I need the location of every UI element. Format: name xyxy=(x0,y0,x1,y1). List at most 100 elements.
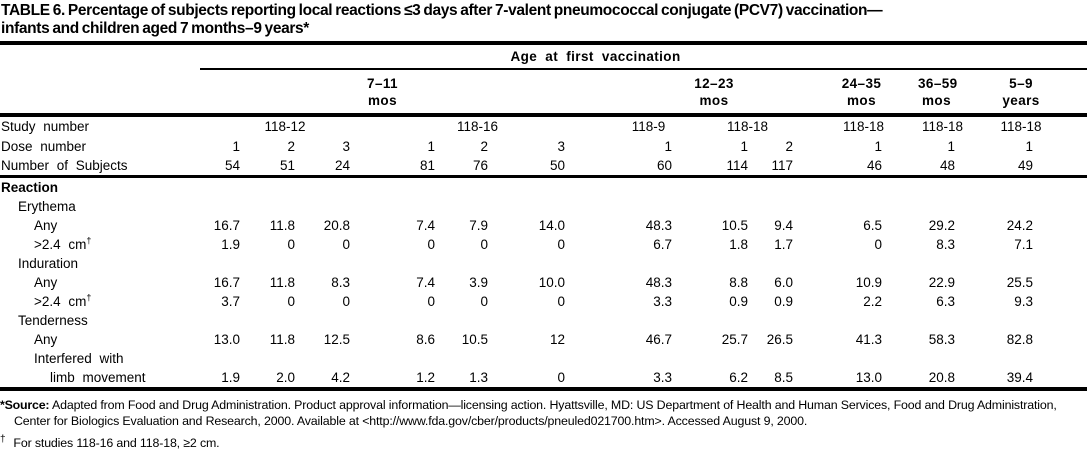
value-cell: 54 xyxy=(200,156,240,178)
value-cell: 12 xyxy=(549,332,565,347)
value-cell: 0 xyxy=(342,237,350,252)
row-label-cell: Study number xyxy=(1,119,90,134)
empty-corner-cell xyxy=(0,43,200,69)
value-cell: 25.5 xyxy=(1006,275,1033,290)
value-cell: 3 xyxy=(342,139,350,154)
value-cell: 51 xyxy=(240,156,295,178)
section-label-cell: Reaction xyxy=(1,180,59,195)
age-group-header-row: 7–11 mos 12–23 mos 24–35 mos 36–59 mos 5… xyxy=(0,69,1087,117)
row-label-cell: >2.4 cm† xyxy=(0,235,200,254)
value-cell: 0 xyxy=(427,237,435,252)
limb-movement-row: limb movement 1.9 2.0 4.2 1.2 1.3 0 3.3 6.2 8.5 1… xyxy=(0,368,1087,391)
row-label-cell: Interfered with xyxy=(34,351,124,366)
value-cell: 0 xyxy=(874,237,882,252)
value-cell: 12.5 xyxy=(323,332,350,347)
age-unit: mos xyxy=(699,92,729,108)
dagger-marker: † xyxy=(86,292,92,303)
value-cell: 8.5 xyxy=(748,368,793,391)
value-cell: 1 xyxy=(740,139,748,154)
dagger-marker: † xyxy=(86,235,92,246)
value-cell: 1 xyxy=(427,139,435,154)
erythema-group-row: Erythema xyxy=(0,197,1087,216)
value-cell: 1 xyxy=(1025,139,1033,154)
value-cell: 1.3 xyxy=(435,368,488,391)
value-cell: 9.3 xyxy=(1014,294,1033,309)
value-cell: 0 xyxy=(480,237,488,252)
value-cell: 13.0 xyxy=(793,368,882,391)
value-cell: 10.5 xyxy=(461,332,488,347)
source-footnote: *Source: Adapted from Food and Drug Admi… xyxy=(0,398,1087,429)
row-label-cell: >2.4 cm† xyxy=(0,292,200,311)
value-cell: 0 xyxy=(287,294,295,309)
value-cell: 1.9 xyxy=(200,368,240,391)
study-number-cell: 118-18 xyxy=(922,119,964,134)
value-cell: 22.9 xyxy=(928,275,955,290)
value-cell: 7.9 xyxy=(469,218,488,233)
spacer-cell xyxy=(1033,273,1087,292)
value-cell: 8.8 xyxy=(729,275,748,290)
induration-group-row: Induration xyxy=(0,254,1087,273)
study-number-cell: 118-16 xyxy=(456,119,499,134)
value-cell: 25.7 xyxy=(721,332,748,347)
value-cell: 0 xyxy=(480,294,488,309)
value-cell: 2 xyxy=(785,139,793,154)
value-cell: 7.4 xyxy=(416,218,435,233)
value-cell: 2 xyxy=(480,139,488,154)
table-title-line2: infants and children aged 7 months–9 yea… xyxy=(1,20,309,37)
age-unit: mos xyxy=(922,92,951,108)
pcv7-local-reactions-table: Age at first vaccination 7–11 mos 12–23 … xyxy=(0,41,1087,391)
induration-any-row: Any 16.7 11.8 8.3 7.4 3.9 10.0 48.3 8.8 6.0 10.9 2… xyxy=(0,273,1087,292)
value-cell: 0 xyxy=(557,237,565,252)
age-unit: years xyxy=(1002,92,1040,108)
value-cell: 14.0 xyxy=(538,218,565,233)
group-label-cell: Induration xyxy=(18,256,79,271)
value-cell: 16.7 xyxy=(213,275,240,290)
row-label-cell: Dose number xyxy=(1,139,87,154)
value-cell: 46 xyxy=(793,156,882,178)
age-range: 36–59 xyxy=(918,75,958,91)
source-footnote-text: Adapted from Food and Drug Administratio… xyxy=(14,398,1057,428)
value-cell: 8.3 xyxy=(936,237,955,252)
value-cell: 114 xyxy=(672,156,748,178)
value-cell: 3.9 xyxy=(469,275,488,290)
value-cell: 50 xyxy=(488,156,565,178)
row-label: >2.4 cm xyxy=(34,294,87,309)
value-cell: 48.3 xyxy=(645,275,672,290)
value-cell: 76 xyxy=(435,156,488,178)
value-cell: 82.8 xyxy=(1006,332,1033,347)
age-header-row: Age at first vaccination xyxy=(0,43,1087,70)
spacer-cell xyxy=(1033,156,1087,178)
source-footnote-label: *Source: xyxy=(0,398,50,412)
value-cell: 39.4 xyxy=(955,368,1033,391)
study-number-cell: 118-9 xyxy=(631,119,666,134)
row-label-cell: limb movement xyxy=(0,368,200,391)
spacer-cell xyxy=(1033,235,1087,254)
row-label-cell: Any xyxy=(34,275,58,290)
value-cell: 10.5 xyxy=(721,218,748,233)
value-cell: 1.2 xyxy=(350,368,435,391)
age-unit: mos xyxy=(847,92,876,108)
value-cell: 20.8 xyxy=(323,218,350,233)
col-group-24-35-mos: 24–35 mos xyxy=(793,69,882,117)
value-cell: 1 xyxy=(232,139,240,154)
value-cell: 6.5 xyxy=(863,218,882,233)
col-group-7-11-mos: 7–11 mos xyxy=(200,69,565,117)
spacer-cell xyxy=(1033,136,1087,156)
value-cell: 8.3 xyxy=(331,275,350,290)
study-number-cell: 118-18 xyxy=(1000,119,1042,134)
value-cell: 60 xyxy=(565,156,672,178)
number-of-subjects-row: Number of Subjects 54 51 24 81 76 50 60 114 117 4… xyxy=(0,156,1087,178)
value-cell: 6.7 xyxy=(653,237,672,252)
value-cell: 9.4 xyxy=(774,218,793,233)
value-cell: 6.0 xyxy=(774,275,793,290)
row-label-cell: Any xyxy=(34,218,58,233)
row-label: >2.4 cm xyxy=(34,237,87,252)
value-cell: 24.2 xyxy=(1006,218,1033,233)
table-title: TABLE 6. Percentage of subjects reportin… xyxy=(0,0,1087,41)
tenderness-any-row: Any 13.0 11.8 12.5 8.6 10.5 12 46.7 25.7 26.5 41.… xyxy=(0,330,1087,349)
value-cell: 29.2 xyxy=(928,218,955,233)
value-cell: 7.4 xyxy=(416,275,435,290)
col-group-36-59-mos: 36–59 mos xyxy=(882,69,958,117)
spacer-cell xyxy=(1033,330,1087,349)
value-cell: 48 xyxy=(882,156,955,178)
